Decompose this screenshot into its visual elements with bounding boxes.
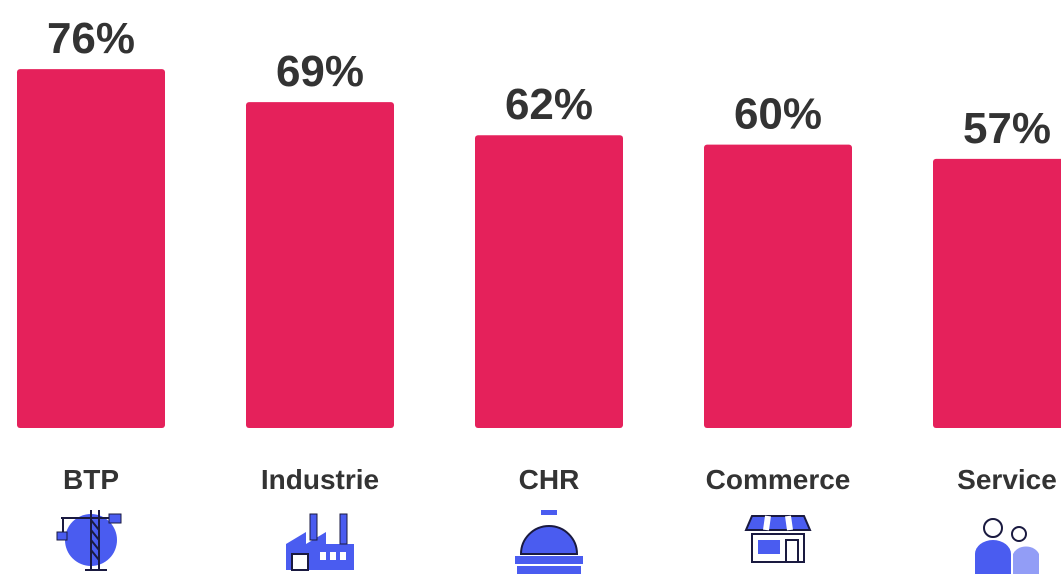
bar <box>933 158 1061 428</box>
icon-service <box>975 518 1039 574</box>
icon-btp <box>56 510 122 571</box>
icon-commerce <box>744 515 812 563</box>
x-tick-label: Service <box>957 464 1057 495</box>
bar <box>17 69 165 428</box>
bar <box>475 135 623 428</box>
icon-industrie <box>286 513 354 571</box>
value-label: 60% <box>734 90 822 139</box>
x-tick-label: Commerce <box>706 464 851 495</box>
bar <box>246 102 394 429</box>
x-tick-label: BTP <box>63 464 119 495</box>
value-label: 69% <box>276 47 364 96</box>
bar <box>704 144 852 428</box>
value-label: 57% <box>963 104 1051 153</box>
value-label: 62% <box>505 80 593 129</box>
x-tick-label: CHR <box>519 464 580 495</box>
icon-chr <box>515 510 583 574</box>
x-tick-label: Industrie <box>261 464 379 495</box>
value-label: 76% <box>47 14 135 63</box>
